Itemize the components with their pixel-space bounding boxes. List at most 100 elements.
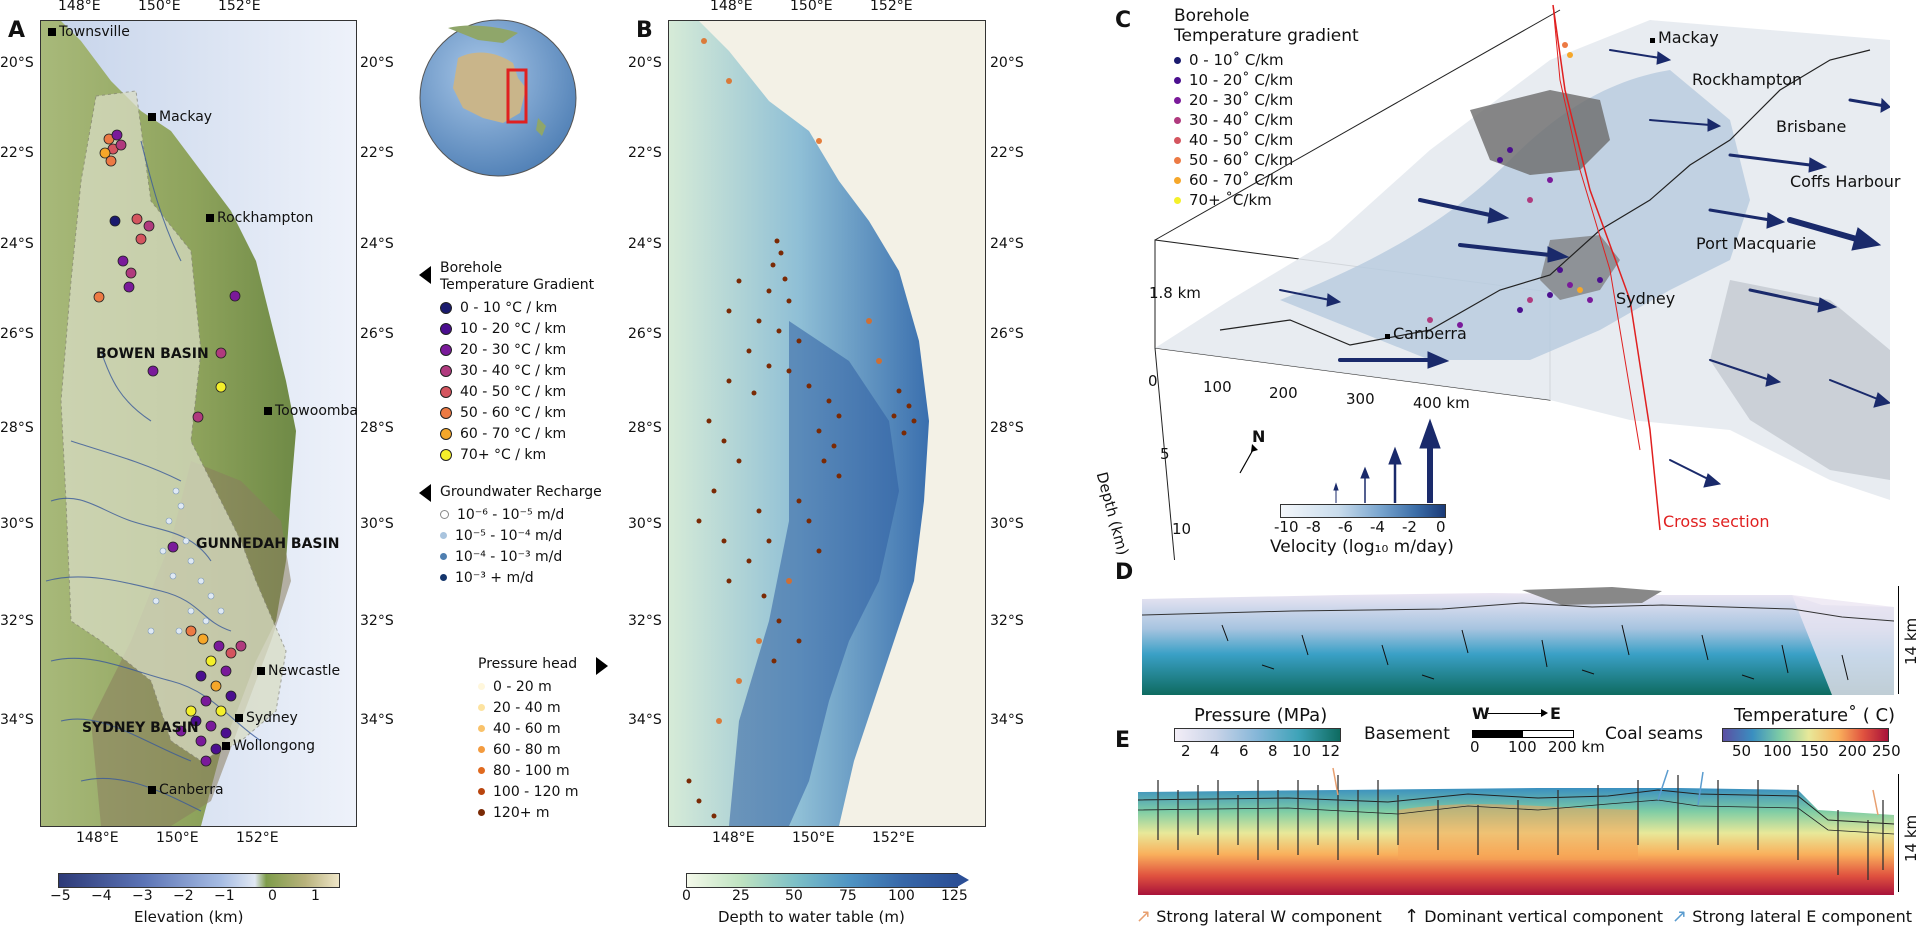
legend-pressure-pointer bbox=[596, 657, 608, 675]
legend-temp-row: 70+ °C / km bbox=[440, 444, 640, 465]
e-scale-bar bbox=[1898, 774, 1899, 892]
panel-b-lat-tick-r7: 32°S bbox=[990, 613, 1024, 629]
legend-temp-row: 30 - 40 °C / km bbox=[440, 360, 640, 381]
arrow-w-icon: ↗ bbox=[1136, 906, 1152, 927]
legend-temp-swatch bbox=[440, 427, 452, 440]
c-city-rockhampton: Rockhampton bbox=[1692, 70, 1803, 89]
legend-pressure-row: 60 - 80 m bbox=[478, 739, 598, 760]
c-city-brisbane: Brisbane bbox=[1776, 117, 1847, 136]
c-x-tick-2: 100 bbox=[1203, 378, 1232, 396]
panel-a-lon-tick-top-2: 150°E bbox=[138, 0, 181, 14]
legend-pressure-row: 20 - 40 m bbox=[478, 697, 598, 718]
elevation-colorbar-label: Elevation (km) bbox=[134, 908, 244, 926]
velocity-arrows-scale bbox=[1333, 418, 1441, 503]
velocity-tick-1: -10 bbox=[1274, 518, 1299, 536]
temperature-colorbar-label: Temperature˚ ( C) bbox=[1734, 705, 1896, 726]
c-city-port-macquarie: Port Macquarie bbox=[1696, 234, 1817, 253]
basin-bowen: BOWEN BASIN bbox=[96, 346, 209, 362]
basin-sydney: SYDNEY BASIN bbox=[82, 720, 199, 736]
panel-c-legend-title-1: Borehole bbox=[1174, 6, 1250, 26]
d-scale-label: 14 km bbox=[1902, 617, 1920, 665]
legend-recharge-row: 10⁻⁶ - 10⁻⁵ m/d bbox=[440, 504, 640, 525]
panel-a-lat-tick-r2: 22°S bbox=[360, 145, 394, 161]
panel-b-lat-tick-2: 22°S bbox=[628, 145, 662, 161]
velocity-tick-2: -8 bbox=[1306, 518, 1321, 536]
legend-temp-row: 20 - 30 °C / km bbox=[440, 339, 640, 360]
legend-pressure-row: 120+ m bbox=[478, 802, 598, 823]
panel-b-water-table-map bbox=[669, 21, 985, 826]
north-arrow-icon bbox=[1239, 444, 1258, 474]
temperature-tick-2: 100 bbox=[1763, 742, 1792, 760]
temperature-tick-4: 200 bbox=[1838, 742, 1867, 760]
city-newcastle: Newcastle bbox=[257, 663, 340, 679]
panel-b-lat-tick-r3: 24°S bbox=[990, 236, 1024, 252]
temperature-tick-3: 150 bbox=[1800, 742, 1829, 760]
pressure-tick-6: 12 bbox=[1321, 742, 1341, 760]
panel-c-legend-title-2: Temperature gradient bbox=[1174, 26, 1359, 46]
panel-a-lat-tick-6: 30°S bbox=[0, 516, 34, 532]
panel-a-letter: A bbox=[8, 18, 26, 43]
legend-pressure-swatch bbox=[478, 788, 485, 795]
legend-pressure-row: 40 - 60 m bbox=[478, 718, 598, 739]
c-x-tick-3: 200 bbox=[1269, 384, 1298, 402]
panel-a-lon-tick-bottom-2: 150°E bbox=[156, 830, 199, 846]
panel-b-lon-tick-top-1: 148°E bbox=[710, 0, 753, 14]
velocity-colorbar bbox=[1280, 504, 1446, 518]
panel-c-legend-row: 50 - 60˚ C/km bbox=[1174, 150, 1404, 170]
panel-c-legend-swatch bbox=[1174, 196, 1181, 204]
arrow-vertical-icon: ↑ bbox=[1404, 906, 1420, 927]
panel-d-pressure-section bbox=[1142, 587, 1894, 695]
panel-c-legend: Borehole Temperature gradient 0 - 10˚ C/… bbox=[1174, 6, 1404, 210]
panel-c-legend-swatch bbox=[1174, 96, 1181, 104]
arrow-e-icon: ↗ bbox=[1672, 906, 1688, 927]
pressure-tick-4: 8 bbox=[1268, 742, 1278, 760]
city-townsville: Townsville bbox=[48, 24, 130, 40]
legend-temp-swatch bbox=[440, 385, 452, 398]
water-table-tick-5: 100 bbox=[888, 888, 915, 904]
panel-a-lon-tick-top-3: 152°E bbox=[218, 0, 261, 14]
panel-a-lat-tick-r3: 24°S bbox=[360, 236, 394, 252]
c-city-coffs-harbour: Coffs Harbour bbox=[1790, 172, 1901, 191]
panel-a-map bbox=[40, 20, 357, 827]
panel-e-temperature-section bbox=[1138, 767, 1894, 895]
panel-c-letter: C bbox=[1115, 8, 1132, 33]
c-depth-label: Depth (km) bbox=[1092, 470, 1133, 558]
water-table-tick-4: 75 bbox=[839, 888, 857, 904]
distance-scale-bar bbox=[1472, 730, 1524, 738]
city-canberra: Canberra bbox=[148, 782, 224, 798]
basement-label: Basement bbox=[1364, 724, 1450, 744]
panel-c-legend-swatch bbox=[1174, 56, 1181, 64]
c-depth-tick-2: 10 bbox=[1172, 520, 1192, 538]
velocity-tick-4: -4 bbox=[1370, 518, 1385, 536]
panel-b-lon-tick-top-3: 152°E bbox=[870, 0, 913, 14]
distance-tick-1: 0 bbox=[1470, 738, 1480, 756]
legend-temp-row: 40 - 50 °C / km bbox=[440, 381, 640, 402]
panel-a-lon-tick-top-1: 148°E bbox=[58, 0, 101, 14]
globe-study-area-box bbox=[506, 68, 528, 124]
legend-temperature: Borehole Temperature Gradient 0 - 10 °C … bbox=[440, 260, 640, 465]
direction-arrow bbox=[1488, 713, 1544, 714]
panel-c-legend-row: 0 - 10˚ C/km bbox=[1174, 50, 1404, 70]
panel-a-lon-tick-bottom-1: 148°E bbox=[76, 830, 119, 846]
legend-recharge-row: 10⁻⁵ - 10⁻⁴ m/d bbox=[440, 525, 640, 546]
globe-inset bbox=[419, 19, 577, 177]
direction-arrow-head bbox=[1541, 709, 1548, 717]
legend-temp-title-2: Temperature Gradient bbox=[440, 277, 595, 293]
legend-recharge-row: 10⁻⁴ - 10⁻³ m/d bbox=[440, 546, 640, 567]
distance-scale-bar-white bbox=[1522, 730, 1574, 738]
panel-b-lat-tick-r2: 22°S bbox=[990, 145, 1024, 161]
legend-recharge-swatch bbox=[440, 553, 447, 560]
elevation-tick-1: −5 bbox=[50, 888, 71, 904]
legend-pressure-swatch bbox=[478, 809, 485, 816]
distance-tick-3: 200 km bbox=[1548, 738, 1605, 756]
elevation-tick-5: −1 bbox=[214, 888, 235, 904]
temperature-tick-1: 50 bbox=[1732, 742, 1752, 760]
legend-temp-title-1: Borehole bbox=[440, 260, 503, 276]
panel-a-lat-tick-r7: 32°S bbox=[360, 613, 394, 629]
north-label: N bbox=[1252, 427, 1266, 446]
distance-tick-2: 100 bbox=[1508, 738, 1537, 756]
c-city-mackay: Mackay bbox=[1650, 28, 1719, 47]
legend-recharge-pointer bbox=[419, 484, 431, 502]
panel-a-lat-tick-8: 34°S bbox=[0, 712, 34, 728]
elevation-tick-7: 1 bbox=[311, 888, 320, 904]
